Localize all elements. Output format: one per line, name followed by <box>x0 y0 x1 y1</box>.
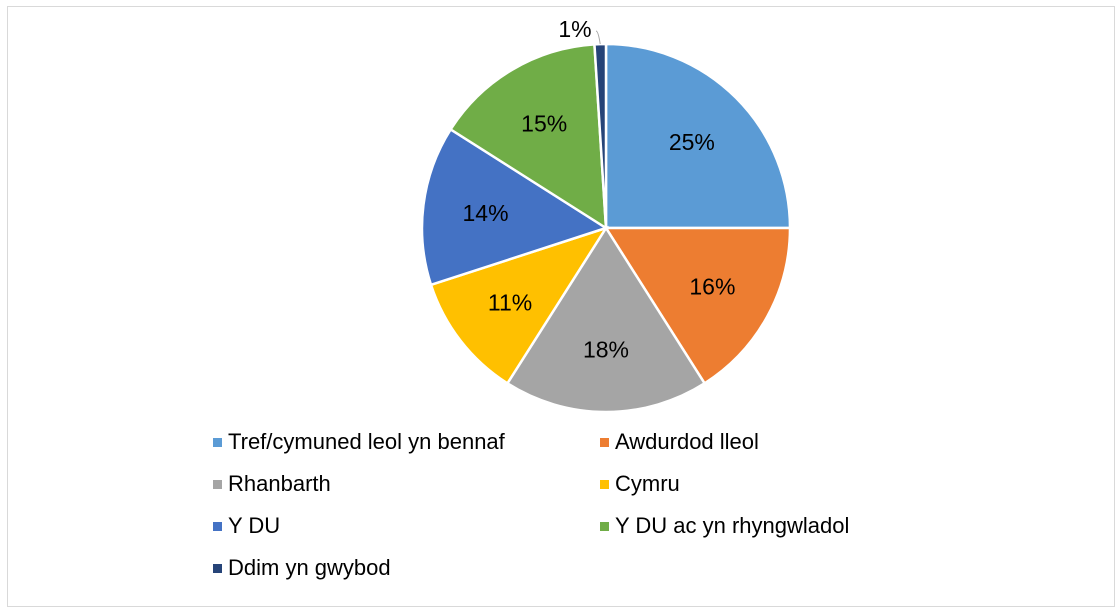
slice-label-5: 14% <box>462 200 508 226</box>
leader-lines <box>595 30 601 45</box>
slice-label-3: 18% <box>583 336 629 362</box>
legend: Tref/cymuned leol yn bennaf Awdurdod lleo… <box>213 421 973 589</box>
legend-label: Tref/cymuned leol yn bennaf <box>228 429 505 454</box>
legend-item-1: Tref/cymuned leol yn bennaf <box>213 421 600 463</box>
legend-label: Ddim yn gwybod <box>228 555 391 580</box>
legend-swatch <box>213 521 222 531</box>
slice-label-7: 1% <box>558 16 591 42</box>
data-labels: 25% 16% 18% 11% 14% 15% 1% <box>462 16 735 362</box>
pie-slice-5 <box>420 127 609 287</box>
slice-label-1: 25% <box>669 129 715 155</box>
slice-label-2: 16% <box>689 274 735 300</box>
slice-label-4: 11% <box>488 289 532 315</box>
legend-swatch <box>213 437 222 447</box>
legend-swatch <box>600 437 609 447</box>
pie-slice-2 <box>603 226 792 386</box>
legend-label: Rhanbarth <box>228 471 331 496</box>
legend-swatch <box>600 479 609 489</box>
pie-slice-1 <box>604 42 792 230</box>
legend-item-4: Cymru <box>600 463 973 505</box>
pie-slices <box>420 42 792 414</box>
pie-slice-3 <box>505 225 707 414</box>
legend-label: Awdurdod lleol <box>615 429 759 454</box>
legend-swatch <box>213 479 222 489</box>
legend-swatch <box>213 563 222 573</box>
legend-label: Y DU ac yn rhyngwladol <box>615 513 850 538</box>
pie-slice-7 <box>593 42 608 229</box>
legend-swatch <box>600 521 609 531</box>
legend-item-7: Ddim yn gwybod <box>213 547 600 589</box>
legend-label: Y DU <box>228 513 281 538</box>
legend-item-5: Y DU <box>213 505 600 547</box>
leader-line-7 <box>595 30 601 45</box>
pie-slice-4 <box>429 225 609 386</box>
slice-label-6: 15% <box>521 110 567 136</box>
legend-item-6: Y DU ac yn rhyngwladol <box>600 505 973 547</box>
legend-label: Cymru <box>615 471 680 496</box>
legend-item-2: Awdurdod lleol <box>600 421 973 463</box>
pie-slice-6 <box>448 43 608 231</box>
legend-item-3: Rhanbarth <box>213 463 600 505</box>
